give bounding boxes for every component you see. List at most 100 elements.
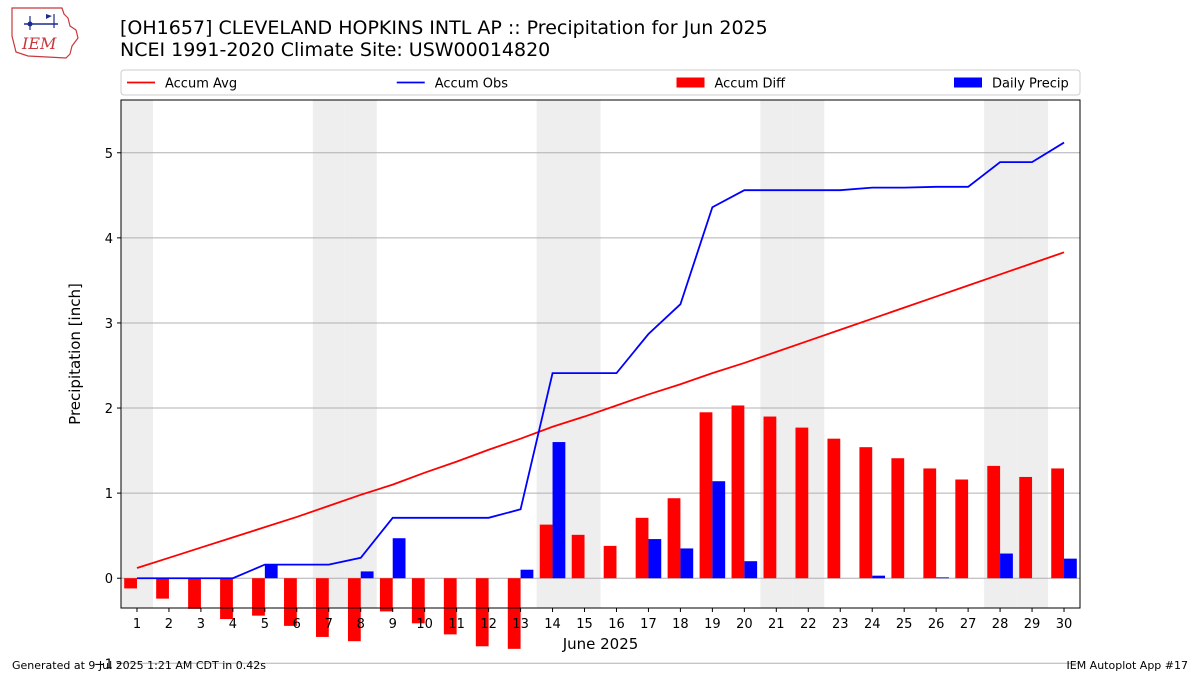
weekend-shade-day-15 — [568, 100, 601, 608]
legend: Accum Avg Accum Obs Accum Diff Daily Precip — [120, 69, 1081, 96]
x-tick-label: 2 — [165, 617, 173, 632]
x-tick-label: 8 — [357, 617, 365, 632]
x-tick-label: 24 — [864, 617, 881, 632]
legend-label: Accum Avg — [165, 77, 237, 92]
daily-precip-bar — [744, 561, 758, 579]
chart-title: [OH1657] CLEVELAND HOPKINS INTL AP :: Pr… — [120, 17, 768, 39]
accum-diff-bar — [1019, 476, 1033, 579]
accum-diff-bar — [795, 427, 809, 579]
x-tick-label: 7 — [325, 617, 333, 632]
x-tick-label: 17 — [640, 617, 657, 632]
legend-label: Daily Precip — [992, 77, 1069, 92]
x-tick-label: 28 — [992, 617, 1009, 632]
daily-precip-bar — [872, 575, 886, 579]
accum-diff-bar — [635, 517, 649, 579]
x-tick-label: 16 — [608, 617, 625, 632]
accum-diff-bar — [347, 578, 361, 642]
accum-obs-line — [136, 141, 1065, 580]
accum-diff-bar — [891, 458, 905, 579]
weekend-shading — [121, 100, 1049, 608]
accum-diff-bar — [156, 578, 169, 599]
accum-diff-bar — [379, 578, 393, 612]
y-tick-label: 1 — [105, 487, 113, 502]
y-tick-label: 2 — [105, 402, 113, 417]
y-tick-label: 3 — [105, 317, 113, 332]
y-gridlines — [121, 152, 1080, 664]
legend-label: Accum Obs — [435, 77, 508, 92]
chart-subtitle: NCEI 1991-2020 Climate Site: USW00014820 — [120, 39, 551, 61]
x-tick-label: 23 — [832, 617, 849, 632]
x-tick-label: 11 — [448, 617, 465, 632]
accum-diff-bar — [252, 578, 265, 616]
accum-diff-bar — [827, 438, 841, 579]
x-tick-label: 13 — [512, 617, 529, 632]
daily-precip-bar — [264, 564, 278, 579]
x-tick-label: 5 — [261, 617, 269, 632]
accum-diff-bar — [859, 447, 873, 579]
weekend-shade-day-1 — [121, 100, 153, 608]
logo-text: IEM — [21, 34, 57, 53]
x-tick-label: 14 — [544, 617, 561, 632]
accum-diff-bar — [284, 578, 297, 626]
accum-diff-bar — [443, 578, 457, 635]
y-tick-label: −1 — [94, 657, 113, 672]
x-tick-label: 4 — [229, 617, 237, 632]
plot-frame — [120, 99, 1081, 609]
x-tick-label: 22 — [800, 617, 817, 632]
x-tick-label: 18 — [672, 617, 689, 632]
daily-precip-bar — [712, 481, 726, 579]
accum-diff-bar — [475, 578, 489, 647]
accum-diff-bar — [667, 498, 681, 579]
accum-diff-bar — [603, 545, 617, 579]
y-tick-label: 0 — [105, 572, 113, 587]
x-tick-label: 25 — [896, 617, 913, 632]
legend-swatch — [954, 77, 982, 88]
legend-box — [120, 69, 1081, 96]
x-tick-label: 6 — [293, 617, 301, 632]
generated-timestamp: Generated at 9 Jul 2025 1:21 AM CDT in 0… — [12, 659, 266, 672]
weekend-shade-day-7 — [312, 100, 345, 608]
x-axis-label: June 2025 — [562, 635, 639, 653]
x-tick-label: 12 — [480, 617, 497, 632]
accum-diff-bar — [507, 578, 521, 649]
daily-precip-bar — [360, 571, 374, 579]
x-tick-label: 19 — [704, 617, 721, 632]
x-tick-label: 30 — [1056, 617, 1073, 632]
accum-diff-bar — [987, 465, 1001, 579]
x-tick-label: 27 — [960, 617, 977, 632]
legend-label: Accum Diff — [715, 77, 787, 92]
daily-precip-bar — [680, 548, 694, 579]
daily-precip-bar — [648, 539, 662, 579]
x-tick-label: 1 — [133, 617, 141, 632]
x-tick-label: 15 — [576, 617, 593, 632]
x-tick-label: 3 — [197, 617, 205, 632]
accum-diff-bar — [571, 534, 585, 579]
iem-logo: IEM — [11, 7, 79, 59]
daily-precip-bar — [552, 442, 566, 579]
accum-diff-bar — [699, 412, 713, 579]
daily-precip-bar — [936, 577, 949, 579]
accum-diff-bar — [124, 578, 137, 589]
daily-precip-bar — [1064, 558, 1077, 579]
legend-swatch — [676, 77, 705, 88]
accum-diff-bar — [731, 405, 745, 579]
daily-precip-bar — [520, 569, 534, 579]
accum-avg-line — [136, 251, 1065, 569]
y-axis-label: Precipitation [inch] — [66, 283, 84, 425]
x-tick-label: 26 — [928, 617, 945, 632]
x-tick-label: 20 — [736, 617, 753, 632]
accum-diff-bar — [923, 468, 937, 579]
accum-diff-bar — [1051, 468, 1065, 579]
app-credit: IEM Autoplot App #17 — [1066, 659, 1189, 672]
daily-precip-bar — [392, 538, 406, 579]
x-tick-label: 10 — [416, 617, 433, 632]
line-marks — [136, 141, 1065, 580]
accum-diff-bar — [539, 524, 553, 579]
accum-diff-bar — [411, 578, 425, 624]
accum-diff-bar — [220, 578, 233, 620]
accum-diff-bar — [188, 578, 201, 609]
bar-marks — [124, 405, 1077, 649]
accum-diff-bar — [763, 416, 777, 579]
